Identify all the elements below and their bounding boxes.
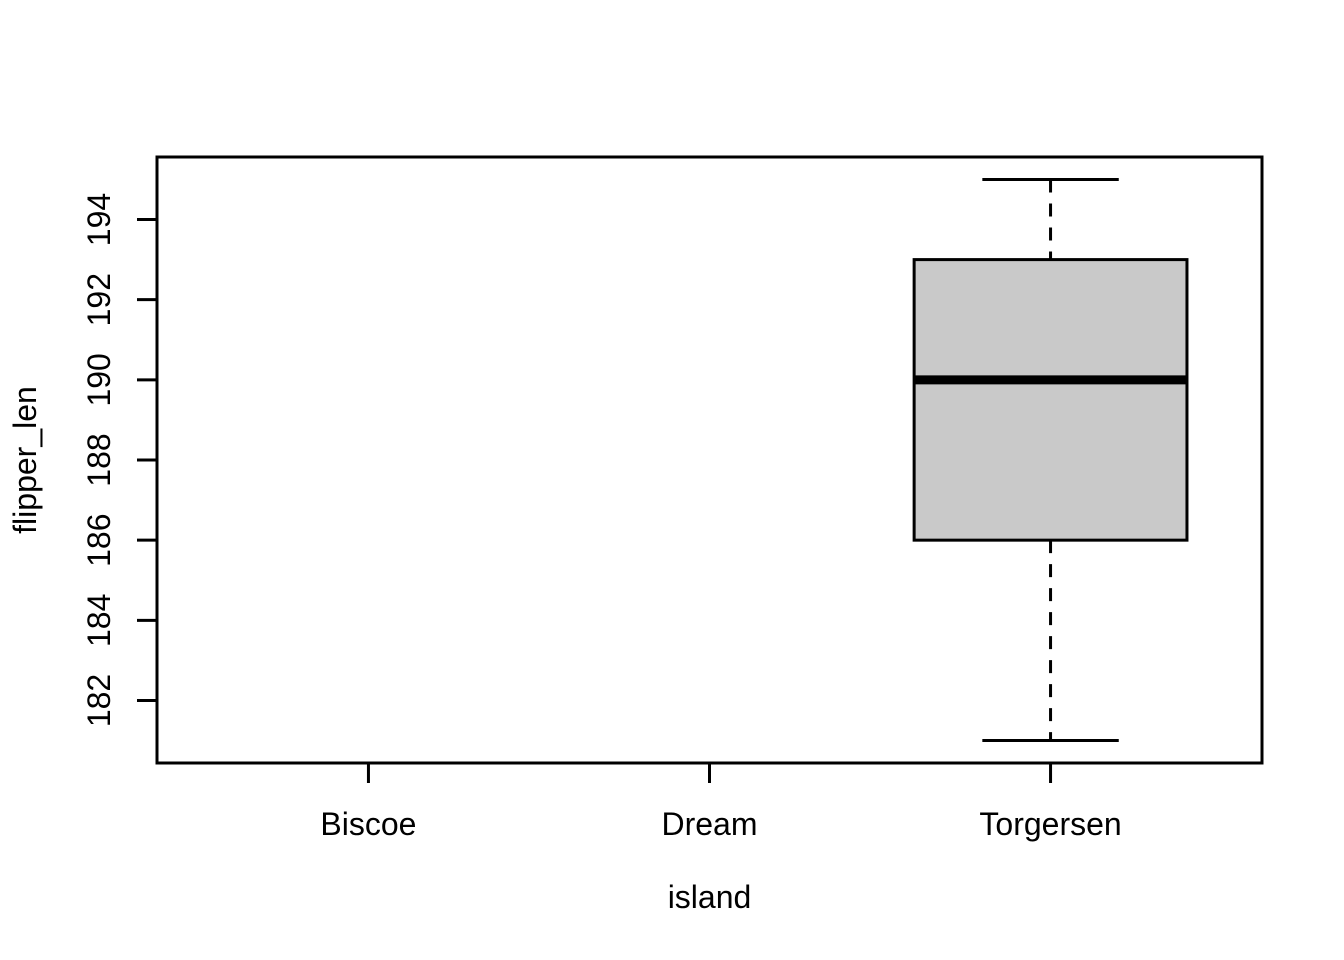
x-axis-title: island [668,879,752,915]
y-axis-tick-label: 194 [81,193,117,246]
y-axis-tick-label: 188 [81,433,117,486]
y-axis-title: flipper_len [7,386,43,534]
y-axis-tick-label: 192 [81,273,117,326]
iqr-box [912,258,1189,542]
x-axis-tick-label: Torgersen [979,806,1121,842]
y-axis-tick-label: 190 [81,353,117,406]
x-axis-tick-label: Dream [661,806,757,842]
y-axis-tick-label: 186 [81,513,117,566]
y-axis-tick-label: 182 [81,674,117,727]
x-axis-tick-label: Biscoe [320,806,416,842]
y-axis-tick-label: 184 [81,594,117,647]
